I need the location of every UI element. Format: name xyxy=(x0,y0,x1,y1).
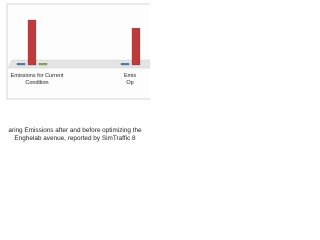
bar xyxy=(38,63,48,66)
bars xyxy=(16,19,141,66)
bar xyxy=(131,27,141,66)
bar xyxy=(120,63,130,66)
bar xyxy=(16,63,26,66)
floor xyxy=(7,59,150,69)
chart xyxy=(6,3,150,100)
page: Emissions for Current Condition Emis Op a… xyxy=(0,0,150,150)
x-tick-label: Emissions for Current Condition xyxy=(10,73,64,86)
bar xyxy=(27,19,37,66)
chart-title: aring Emissions after and before optimiz… xyxy=(8,127,142,142)
x-tick-label: Emis Op xyxy=(123,73,137,86)
